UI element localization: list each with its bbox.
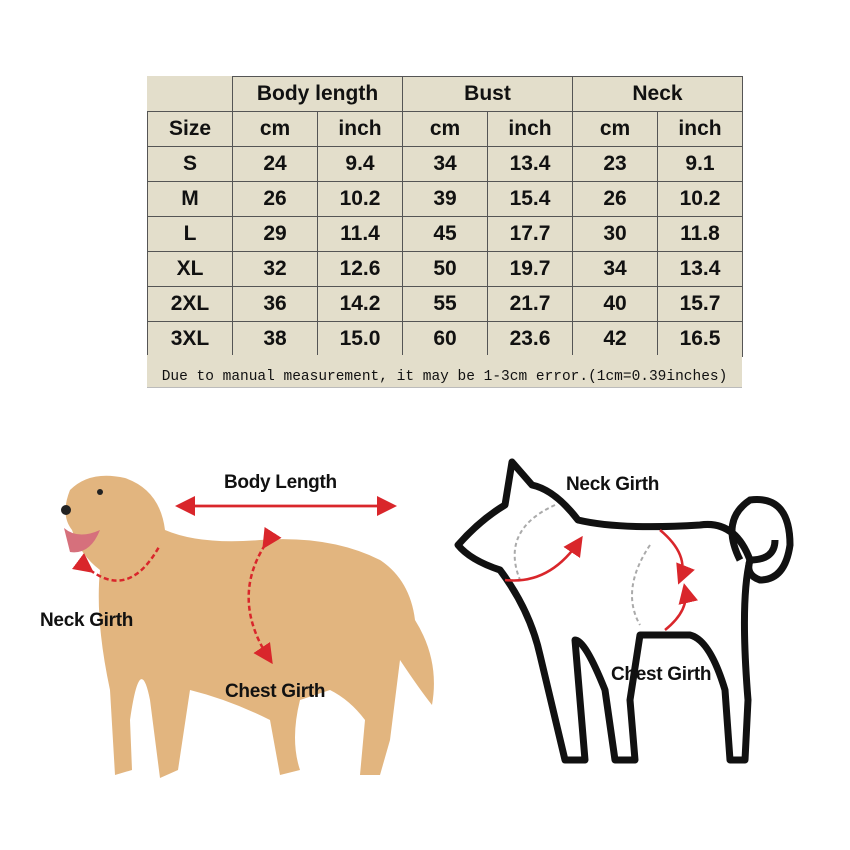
unit-header: cm [232, 111, 318, 147]
size-cell: S [147, 146, 233, 182]
table-row: L 29 11.4 45 17.7 30 11.8 [147, 216, 743, 252]
value-cell: 50 [402, 251, 488, 287]
value-cell: 13.4 [487, 146, 573, 182]
group-header: Neck [572, 76, 743, 112]
chest-girth-label: Chest Girth [225, 681, 326, 702]
table-row: XL 32 12.6 50 19.7 34 13.4 [147, 251, 743, 287]
chest-girth-arrow-up [664, 583, 699, 631]
value-cell: 39 [402, 181, 488, 217]
outline-neck-girth-label: Neck Girth [566, 474, 660, 495]
body-length-label: Body Length [224, 472, 337, 493]
value-cell: 9.4 [317, 146, 403, 182]
dog-nose [61, 505, 71, 515]
table-row: M 26 10.2 39 15.4 26 10.2 [147, 181, 743, 217]
golden-retriever-photo [61, 475, 434, 778]
chest-girth-arrow [247, 526, 282, 665]
dog-tail-outline [728, 496, 794, 584]
unit-header: cm [402, 111, 488, 147]
unit-header: inch [657, 111, 743, 147]
group-header: Body length [232, 76, 403, 112]
neck-dashed-back [513, 504, 556, 581]
value-cell: 26 [572, 181, 658, 217]
measurement-note: Due to manual measurement, it may be 1-3… [147, 355, 742, 388]
corner-cell [147, 76, 233, 112]
neck-girth-label: Neck Girth [40, 610, 134, 631]
size-cell: 2XL [147, 286, 233, 322]
value-cell: 15.0 [317, 321, 403, 357]
value-cell: 26 [232, 181, 318, 217]
value-cell: 14.2 [317, 286, 403, 322]
value-cell: 19.7 [487, 251, 573, 287]
dog-outline-diagram [454, 458, 794, 764]
group-header-row: Body length Bust Neck [147, 76, 743, 112]
value-cell: 23.6 [487, 321, 573, 357]
unit-header: inch [317, 111, 403, 147]
chest-girth-arrow-down [659, 529, 695, 585]
unit-header-row: Size cm inch cm inch cm inch [147, 111, 743, 147]
value-cell: 10.2 [657, 181, 743, 217]
value-cell: 15.7 [657, 286, 743, 322]
value-cell: 38 [232, 321, 318, 357]
unit-header: cm [572, 111, 658, 147]
neck-girth-arrow [71, 544, 162, 582]
outline-chest-girth-label: Chest Girth [611, 664, 712, 685]
value-cell: 36 [232, 286, 318, 322]
value-cell: 40 [572, 286, 658, 322]
dog-outline [454, 458, 754, 764]
value-cell: 29 [232, 216, 318, 252]
dog-eye [97, 489, 103, 495]
table-row: 2XL 36 14.2 55 21.7 40 15.7 [147, 286, 743, 322]
chest-dashed-back [631, 544, 651, 626]
value-cell: 9.1 [657, 146, 743, 182]
value-cell: 30 [572, 216, 658, 252]
table-row: S 24 9.4 34 13.4 23 9.1 [147, 146, 743, 182]
value-cell: 15.4 [487, 181, 573, 217]
size-chart-table: Body length Bust Neck Size cm inch cm in… [147, 76, 743, 357]
size-header: Size [147, 111, 233, 147]
value-cell: 13.4 [657, 251, 743, 287]
dog-tongue [64, 528, 100, 553]
value-cell: 10.2 [317, 181, 403, 217]
value-cell: 34 [402, 146, 488, 182]
table-row: 3XL 38 15.0 60 23.6 42 16.5 [147, 321, 743, 357]
neck-girth-arrow-outline [504, 535, 583, 582]
value-cell: 24 [232, 146, 318, 182]
value-cell: 21.7 [487, 286, 573, 322]
size-cell: XL [147, 251, 233, 287]
